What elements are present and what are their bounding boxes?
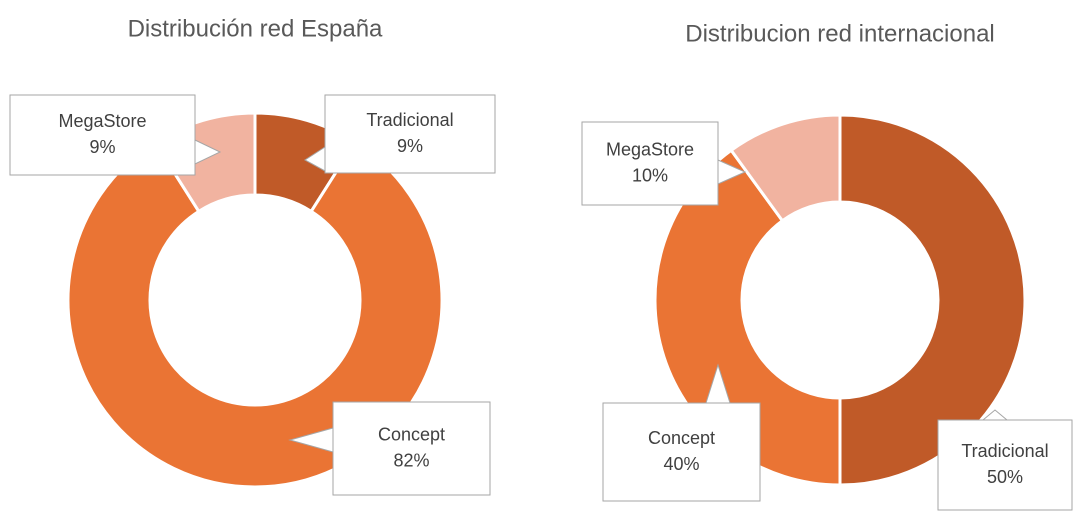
callout-box <box>581 121 719 206</box>
donut-slice <box>66 140 444 489</box>
data-label-value: 40% <box>663 454 699 474</box>
callout-box <box>332 401 491 496</box>
data-label-name: Concept <box>378 424 445 444</box>
callout-box <box>937 419 1073 511</box>
data-label-value: 50% <box>987 467 1023 487</box>
donut-slice <box>838 113 1027 487</box>
data-label-name: Tradicional <box>961 441 1048 461</box>
data-label-name: Tradicional <box>366 110 453 130</box>
data-label-name: MegaStore <box>58 111 146 131</box>
callout-box <box>324 94 496 174</box>
data-label-value: 10% <box>632 165 668 185</box>
callout-box <box>602 402 761 502</box>
chart-title: Distribución red España <box>128 15 383 42</box>
data-label-name: MegaStore <box>606 139 694 159</box>
chart-title: Distribucion red internacional <box>685 20 995 47</box>
callout-box <box>9 94 196 176</box>
data-label-name: Concept <box>648 428 715 448</box>
data-label-value: 9% <box>397 136 423 156</box>
data-label-value: 82% <box>393 450 429 470</box>
donut-slice <box>729 113 842 223</box>
data-label-value: 9% <box>89 137 115 157</box>
